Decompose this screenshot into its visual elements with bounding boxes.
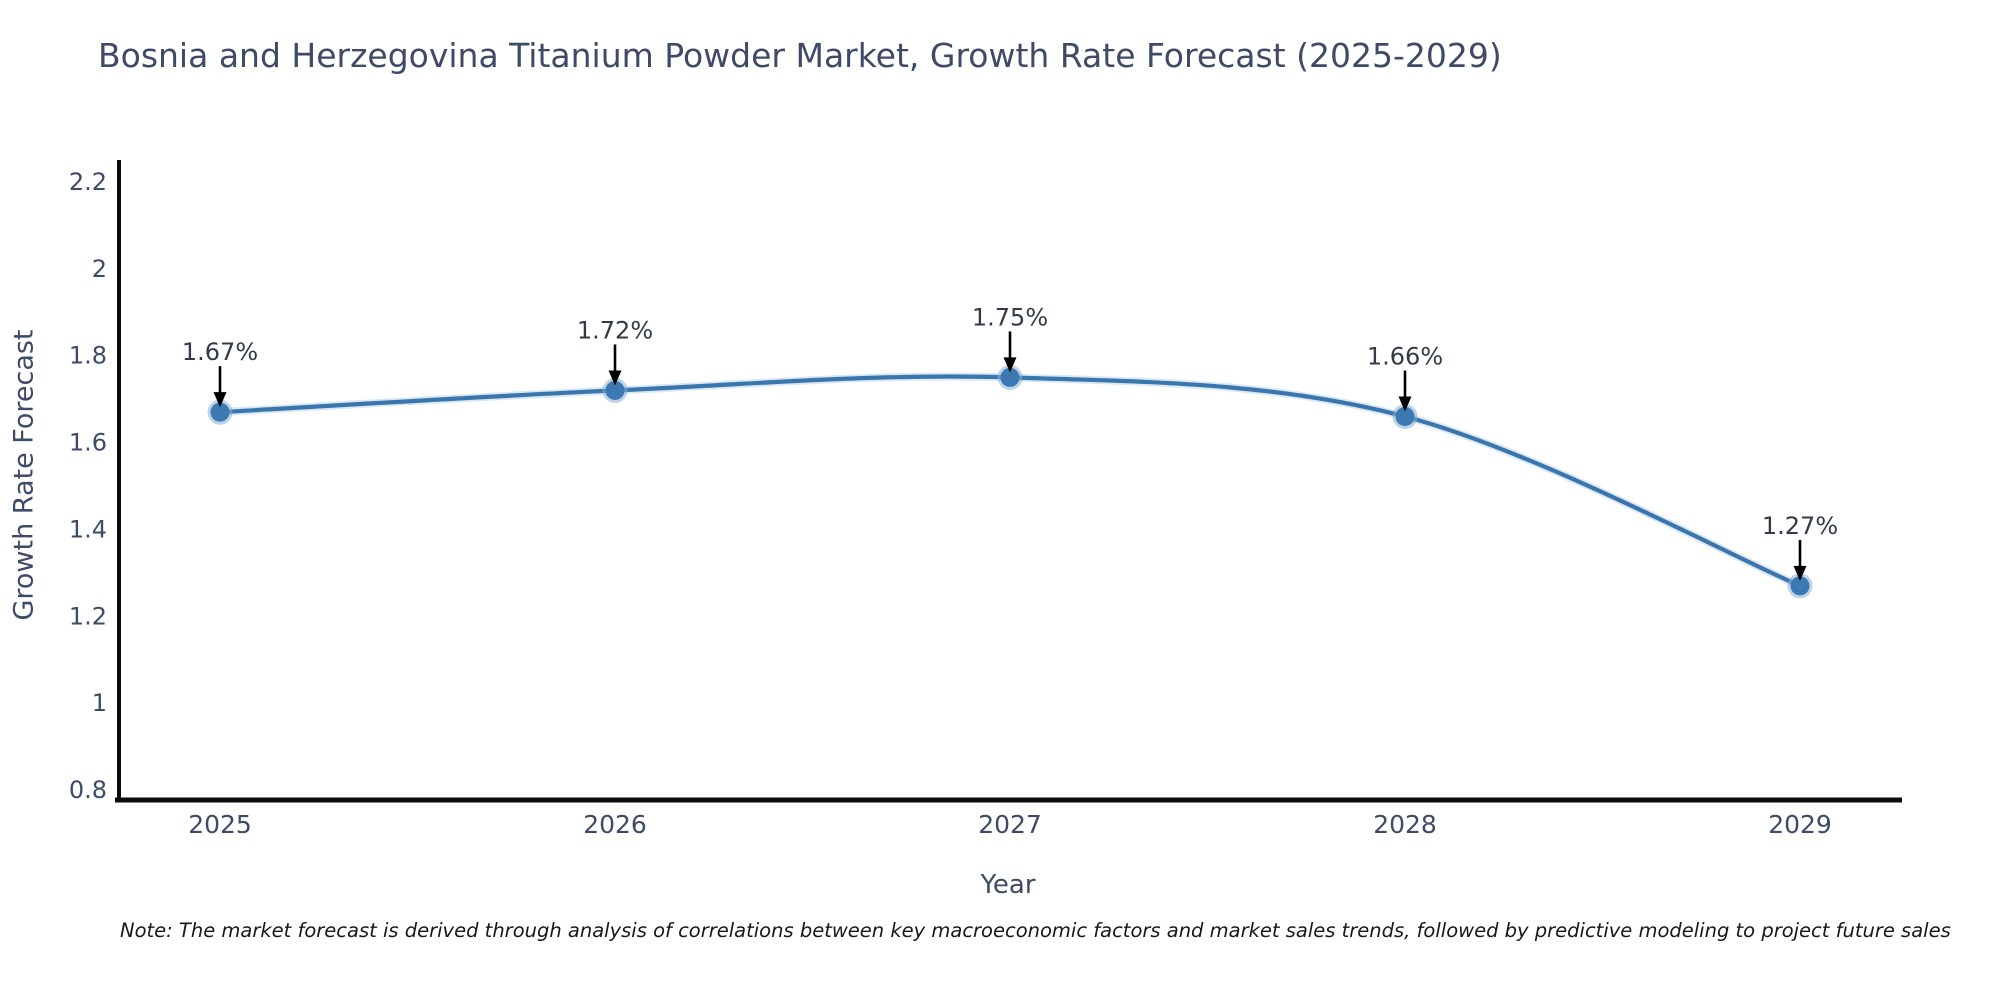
annotation-arrow-head xyxy=(1003,357,1017,373)
data-point xyxy=(1790,576,1810,596)
y-tick-label: 1 xyxy=(92,689,107,717)
y-tick-label: 0.8 xyxy=(69,776,107,804)
data-point xyxy=(1000,367,1020,387)
x-tick-label: 2027 xyxy=(978,810,1042,839)
annotation-arrow-head xyxy=(608,370,622,386)
point-value-label: 1.72% xyxy=(577,316,653,344)
data-point xyxy=(605,380,625,400)
y-tick-label: 1.6 xyxy=(69,429,107,457)
footnote: Note: The market forecast is derived thr… xyxy=(120,919,1951,942)
point-value-label: 1.67% xyxy=(182,338,258,366)
y-tick-label: 1.2 xyxy=(69,602,107,630)
point-value-label: 1.66% xyxy=(1367,343,1443,371)
y-tick-label: 1.8 xyxy=(69,342,107,370)
y-tick-label: 2.2 xyxy=(69,168,107,196)
x-tick-label: 2025 xyxy=(188,810,252,839)
chart-title: Bosnia and Herzegovina Titanium Powder M… xyxy=(98,36,1502,75)
x-tick-label: 2029 xyxy=(1768,810,1832,839)
data-point xyxy=(210,402,230,422)
data-point xyxy=(1395,407,1415,427)
point-value-label: 1.27% xyxy=(1762,512,1838,540)
point-value-label: 1.75% xyxy=(972,303,1048,331)
series-line-glow xyxy=(219,372,1802,590)
annotation-arrow-head xyxy=(1398,396,1412,412)
x-axis-title: Year xyxy=(980,870,1036,900)
y-tick-label: 2 xyxy=(92,255,107,283)
annotation-arrow-head xyxy=(213,392,227,408)
series-line xyxy=(219,374,1801,588)
annotation-arrow-head xyxy=(1793,565,1807,581)
y-tick-label: 1.4 xyxy=(69,515,107,543)
x-tick-label: 2026 xyxy=(583,810,647,839)
x-tick-label: 2028 xyxy=(1373,810,1437,839)
